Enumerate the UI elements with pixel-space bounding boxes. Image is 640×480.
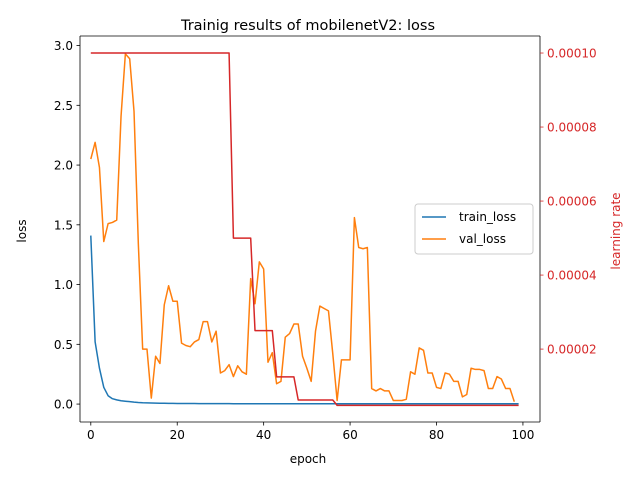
series-line-val-loss bbox=[90, 53, 516, 402]
y-tick-label: 2.0 bbox=[54, 159, 73, 173]
x-tick-label: 100 bbox=[511, 428, 534, 442]
y-tick-label: 2.5 bbox=[54, 99, 73, 113]
y-tick-label: 1.0 bbox=[54, 278, 73, 292]
axes: 0 20 40 60 80 100 0.0 0.5 1.0 1.5 2.0 2.5 3.0 0.00002… bbox=[54, 35, 597, 442]
series-line-learning-rate bbox=[90, 52, 519, 407]
x-tick-label: 20 bbox=[170, 428, 185, 442]
x-tick-label: 60 bbox=[342, 428, 357, 442]
x-tick-label: 40 bbox=[256, 428, 271, 442]
y2-tick-label: 0.00010 bbox=[547, 47, 597, 61]
y2-axis-label: learning rate bbox=[609, 192, 623, 269]
y-tick-label: 0.5 bbox=[54, 338, 73, 352]
y2-tick-label: 0.00008 bbox=[547, 121, 597, 135]
y-tick-label: 1.5 bbox=[54, 218, 73, 232]
y2-tick-label: 0.00004 bbox=[547, 269, 597, 283]
plot-lines bbox=[90, 52, 519, 407]
y-tick-label: 0.0 bbox=[54, 398, 73, 412]
legend: train_loss val_loss bbox=[414, 203, 534, 255]
legend-label-train-loss: train_loss bbox=[459, 210, 516, 224]
y2-tick-label: 0.00006 bbox=[547, 195, 597, 209]
x-tick-label: 80 bbox=[429, 428, 444, 442]
y-tick-label: 3.0 bbox=[54, 39, 73, 53]
series-line-train-loss bbox=[90, 235, 519, 405]
chart-title: Trainig results of mobilenetV2: loss bbox=[180, 18, 435, 34]
y2-tick-label: 0.00002 bbox=[547, 343, 597, 357]
x-tick-label: 0 bbox=[87, 428, 95, 442]
y-axis-label: loss bbox=[15, 219, 29, 242]
legend-label-val-loss: val_loss bbox=[459, 232, 506, 246]
x-axis-label: epoch bbox=[290, 452, 327, 466]
